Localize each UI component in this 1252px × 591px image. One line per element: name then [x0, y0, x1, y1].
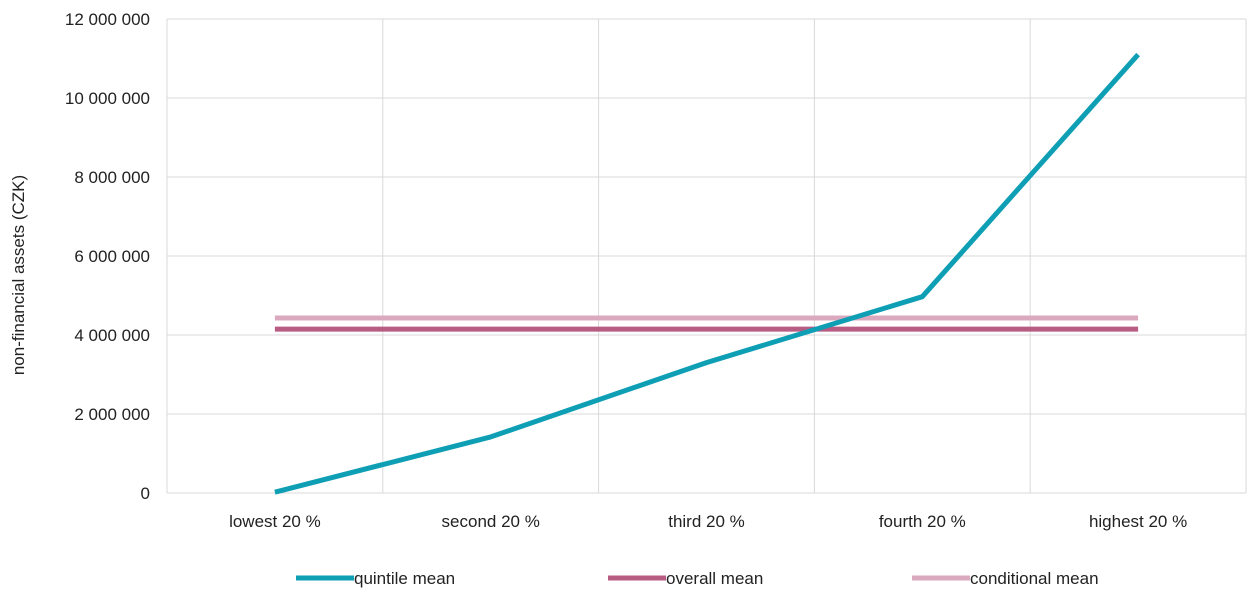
series-line-quintile-mean [274, 52, 1140, 495]
y-axis-title: non-financial assets (CZK) [9, 175, 28, 375]
y-tick-label: 12 000 000 [65, 10, 150, 29]
y-tick-label: 2 000 000 [74, 405, 150, 424]
x-tick-label: fourth 20 % [879, 512, 966, 531]
gridlines [166, 18, 1247, 494]
legend: quintile mean overall mean conditional mea… [296, 569, 1099, 588]
series-lines [274, 52, 1140, 495]
y-tick-label: 10 000 000 [65, 89, 150, 108]
legend-label: quintile mean [354, 569, 455, 588]
x-tick-label: third 20 % [668, 512, 745, 531]
x-tick-label: highest 20 % [1089, 512, 1187, 531]
y-tick-label: 8 000 000 [74, 168, 150, 187]
y-tick-label: 4 000 000 [74, 326, 150, 345]
y-axis-ticks: 0 2 000 000 4 000 000 6 000 000 8 000 000 10 … [65, 10, 150, 503]
y-tick-label: 0 [141, 484, 150, 503]
legend-label: conditional mean [970, 569, 1099, 588]
legend-label: overall mean [666, 569, 763, 588]
x-tick-label: lowest 20 % [229, 512, 321, 531]
x-axis-ticks: lowest 20 % second 20 % third 20 % fourth 2… [229, 512, 1187, 531]
y-tick-label: 6 000 000 [74, 247, 150, 266]
x-tick-label: second 20 % [442, 512, 540, 531]
